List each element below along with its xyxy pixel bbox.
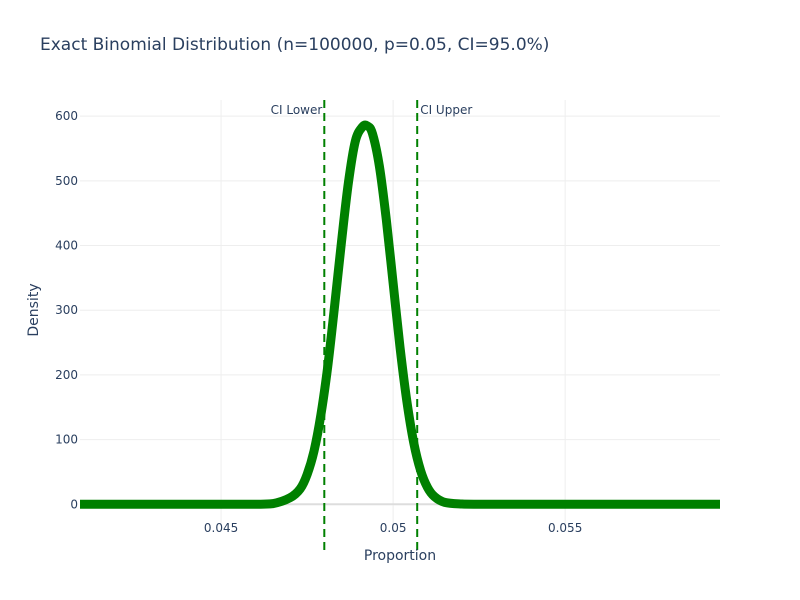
ci-label: CI Lower [271,103,323,117]
y-tick-label: 500 [55,174,78,188]
x-axis-title: Proportion [364,548,436,564]
density-series-line [80,120,720,509]
plot-area: 0 100 200 300 400 500 600 0.045 0.05 0.055 CI Lowe… [55,100,720,550]
y-tick-label: 0 [70,497,78,511]
chart-title: Exact Binomial Distribution (n=100000, p… [40,35,549,55]
y-tick-label: 200 [55,368,78,382]
y-axis-title: Density [26,283,42,336]
x-tick-label: 0.045 [204,521,238,535]
ci-label: CI Upper [420,103,472,117]
y-tick-label: 300 [55,303,78,317]
x-tick-label: 0.05 [380,521,407,535]
y-tick-label: 600 [55,109,78,123]
x-tick-label: 0.055 [548,521,582,535]
y-tick-label: 100 [55,433,78,447]
y-tick-label: 400 [55,239,78,253]
